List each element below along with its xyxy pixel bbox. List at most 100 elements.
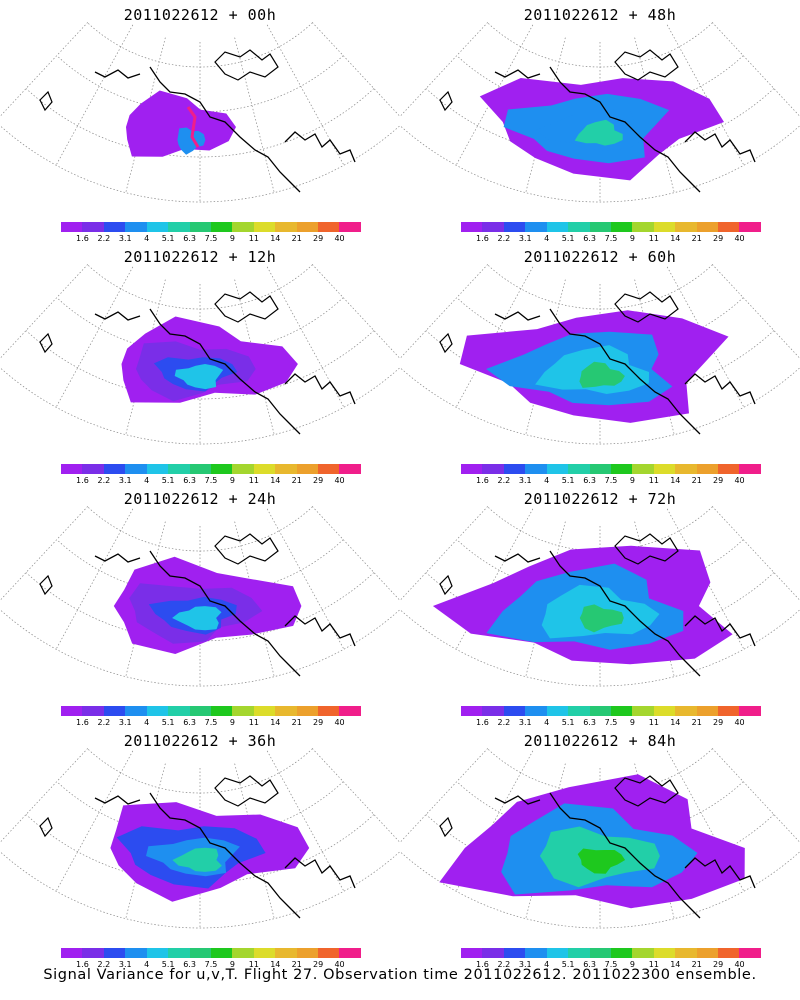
- colorbar-swatch: [125, 222, 147, 232]
- colorbar-label: 14: [270, 960, 281, 969]
- panel-title: 2011022612 + 12h: [123, 248, 277, 266]
- colorbar-swatch: [739, 464, 761, 474]
- longitude-line: [234, 279, 275, 435]
- colorbar-labels: 1.6 2.2 3.1 4 5.1 6.3 7.5 9 11 14 21 29 40: [461, 234, 761, 244]
- colorbar-label: 9: [629, 960, 635, 969]
- coastline: [214, 49, 279, 81]
- longitude-line: [400, 506, 489, 601]
- colorbar-labels: 1.6 2.2 3.1 4 5.1 6.3 7.5 9 11 14 21 29 40: [461, 960, 761, 970]
- longitude-line: [525, 279, 566, 435]
- colorbar-label: 29: [313, 234, 324, 243]
- colorbar-swatch: [610, 948, 633, 958]
- colorbar-swatch: [82, 464, 104, 474]
- colorbar-swatch: [632, 948, 654, 958]
- colorbar-label: 21: [291, 718, 302, 727]
- colorbar-label: 11: [248, 234, 259, 243]
- variance-region: [579, 604, 624, 633]
- longitude-line: [125, 37, 166, 193]
- coastline: [494, 795, 541, 805]
- colorbar-label: 5.1: [161, 960, 175, 969]
- colorbar-label: 14: [270, 718, 281, 727]
- colorbar-label: 5.1: [161, 718, 175, 727]
- panel-title: 2011022612 + 24h: [123, 490, 277, 508]
- colorbar-swatch: [653, 706, 676, 716]
- coastline: [614, 291, 679, 323]
- colorbar-label: 6.3: [183, 718, 196, 727]
- colorbar-swatch: [253, 222, 276, 232]
- colorbar-swatch: [168, 948, 190, 958]
- colorbar-label: 9: [629, 718, 635, 727]
- colorbar-swatch: [318, 706, 340, 716]
- colorbar-label: 6.3: [183, 960, 196, 969]
- colorbar-swatch: [296, 706, 319, 716]
- coastline: [39, 90, 53, 112]
- coastline: [614, 775, 679, 807]
- colorbar-swatch: [296, 464, 319, 474]
- colorbar-label: 2.2: [497, 476, 511, 485]
- colorbar-swatch: [318, 948, 340, 958]
- longitude-line: [711, 22, 800, 117]
- colorbar-label: 11: [648, 476, 659, 485]
- colorbar-swatch: [168, 706, 190, 716]
- variance-region: [177, 127, 206, 155]
- colorbar-swatch: [296, 222, 319, 232]
- colorbar-swatch: [210, 222, 233, 232]
- map-panel-p60: 2011022612 + 60h 1.6 2.2 3.1 4 5.1 6.3 7.5 9 11 14…: [400, 242, 800, 485]
- longitude-line: [400, 22, 489, 117]
- colorbar-label: 11: [248, 476, 259, 485]
- colorbar-label: 5.1: [561, 476, 575, 485]
- coastline: [149, 792, 301, 919]
- colorbar-swatch: [482, 948, 504, 958]
- map-panel-p48: 2011022612 + 48h 1.6 2.2 3.1 4 5.1 6.3 7.5 9 11 14…: [400, 0, 800, 244]
- colorbar-swatch: [525, 948, 547, 958]
- colorbar-label: 11: [248, 960, 259, 969]
- colorbar-label: 3.1: [518, 476, 532, 485]
- coastline: [149, 550, 301, 677]
- colorbar-label: 21: [291, 234, 302, 243]
- latitude-line: [0, 125, 400, 203]
- colorbar-swatch: [568, 706, 590, 716]
- colorbar-swatch: [525, 222, 547, 232]
- coastline: [439, 332, 453, 354]
- map-panel-p36: 2011022612 + 36h 1.6 2.2 3.1 4 5.1 6.3 7.5 9 11 14…: [0, 726, 400, 969]
- colorbar-label: 40: [334, 718, 345, 727]
- longitude-line: [125, 279, 166, 435]
- colorbar-swatch: [339, 222, 361, 232]
- colorbar-label: 3.1: [518, 960, 532, 969]
- colorbar-swatch: [339, 706, 361, 716]
- colorbar-swatch: [610, 464, 633, 474]
- colorbar-label: 2.2: [497, 718, 511, 727]
- longitude-line: [125, 763, 166, 919]
- colorbar-swatch: [461, 222, 483, 232]
- colorbar-labels: 1.6 2.2 3.1 4 5.1 6.3 7.5 9 11 14 21 29 40: [61, 234, 361, 244]
- colorbar-label: 4: [544, 960, 550, 969]
- colorbar-label: 14: [670, 718, 681, 727]
- coastline: [439, 574, 453, 596]
- colorbar-swatch: [675, 222, 697, 232]
- colorbar-swatch: [653, 464, 676, 474]
- figure-caption: Signal Variance for u,v,T. Flight 27. Ob…: [43, 967, 757, 983]
- map-panel-p12: 2011022612 + 12h 1.6 2.2 3.1 4 5.1 6.3 7.5 9 11 14…: [0, 242, 400, 485]
- colorbar-swatch: [82, 222, 104, 232]
- colorbar-label: 9: [629, 234, 635, 243]
- colorbar-swatch: [546, 706, 569, 716]
- colorbar-label: 1.6: [76, 476, 89, 485]
- colorbar-label: 5.1: [161, 476, 175, 485]
- colorbar-label: 6.3: [583, 960, 596, 969]
- colorbar-swatch: [461, 464, 483, 474]
- colorbar-label: 11: [648, 234, 659, 243]
- colorbar-label: 2.2: [97, 718, 111, 727]
- coastline: [494, 69, 541, 79]
- colorbar: [61, 706, 361, 716]
- colorbar-label: 3.1: [118, 234, 132, 243]
- colorbar-swatch: [103, 222, 126, 232]
- longitude-line: [525, 37, 566, 193]
- map-panel-p00: 2011022612 + 00h 1.6 2.2 3.1 4 5.1 6.3 7.5 9 11 14…: [0, 0, 400, 244]
- colorbar-label: 7.5: [604, 476, 618, 485]
- colorbar-label: 14: [270, 476, 281, 485]
- colorbar-label: 1.6: [476, 718, 489, 727]
- colorbar-swatch: [525, 706, 547, 716]
- colorbar-swatch: [103, 464, 126, 474]
- longitude-line: [400, 748, 489, 843]
- colorbar-swatch: [125, 706, 147, 716]
